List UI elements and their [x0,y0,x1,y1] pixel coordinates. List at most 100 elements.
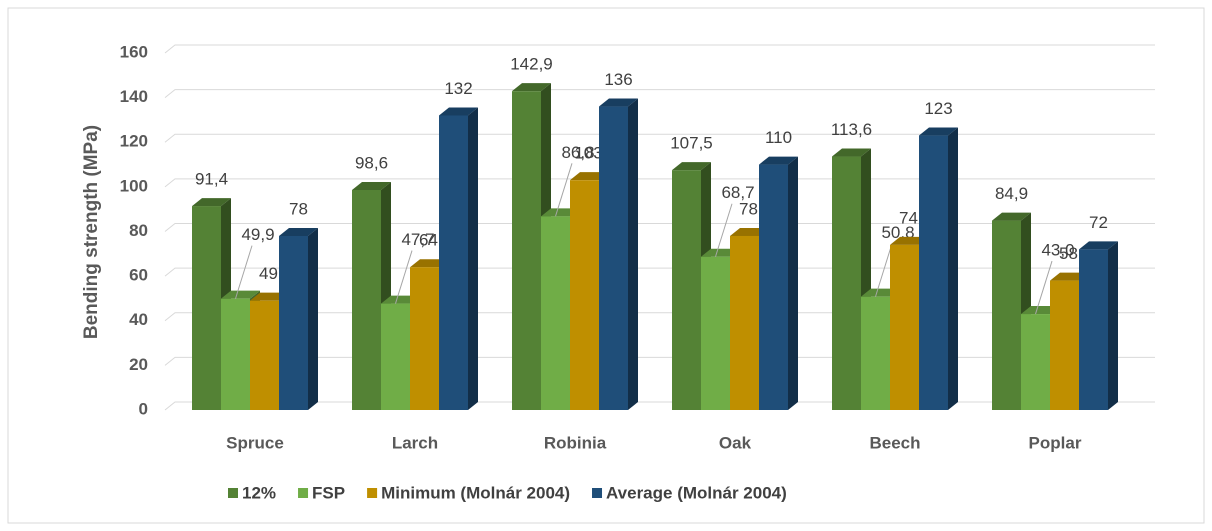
legend-label: 12% [242,483,276,502]
x-tick-label: Poplar [1029,433,1082,452]
legend-label: Minimum (Molnár 2004) [381,483,570,502]
leader-line [1035,260,1053,315]
y-tick-label: 0 [139,399,148,418]
bar-face [890,244,919,410]
bar [599,98,638,411]
data-label: 136 [604,70,632,89]
y-axis-label: Bending strength (MPa) [81,125,102,339]
data-label: 142,9 [510,55,553,74]
data-label: 98,6 [355,153,388,172]
x-tick-label: Beech [869,433,920,452]
x-tick-label: Oak [719,433,752,452]
bar-face [701,256,730,410]
bar [439,107,478,410]
bar-face [512,91,541,411]
bar-face [832,156,861,410]
data-label: 132 [444,79,472,98]
y-tick-label: 80 [129,221,148,240]
data-label: 78 [739,199,758,218]
bar-face [381,303,410,410]
data-label: 113,6 [831,120,872,139]
bar [1079,241,1118,410]
grid-line [164,356,1155,366]
bar-face [1108,241,1118,410]
bar-face [1079,241,1118,250]
bar-face [1050,280,1079,410]
data-label: 84,9 [995,184,1028,203]
bar-face [439,115,468,410]
grid-line [164,133,1155,143]
data-label: 58 [1059,244,1078,263]
bar-face [352,189,381,410]
leader-line [555,163,573,217]
x-tick-label: Larch [392,433,438,452]
bar-face [250,300,279,410]
legend-swatch [592,488,603,498]
legend-swatch [367,488,378,498]
data-label: 74 [899,208,918,227]
grid-line [164,223,1155,232]
x-tick-label: Spruce [226,433,284,452]
data-label: 103 [574,144,602,163]
y-tick-label: 60 [129,266,148,285]
bar-face [992,212,1031,221]
leader-line [395,250,413,304]
bar-face [832,148,871,157]
bar-face [759,156,798,165]
y-tick-label: 100 [120,176,148,195]
data-label: 78 [289,199,308,218]
data-label: 107,5 [670,134,713,153]
leader-line [715,203,733,257]
bar-face [352,181,391,190]
grid-line [164,44,1155,54]
data-label: 68,7 [721,183,754,202]
bar-face [919,127,958,136]
legend-label: Average (Molnár 2004) [606,483,787,502]
grid-line [164,267,1155,277]
bar-face [439,107,478,116]
bar-face [308,227,318,410]
bar-face [599,98,638,107]
bar-face [672,162,711,171]
bar-face [279,235,308,410]
leader-line [875,243,893,297]
bar-face [570,180,599,410]
bar-face [788,156,798,410]
legend-swatch [228,488,238,498]
bar-face [730,235,759,410]
bar-face [919,135,948,410]
bar-face [512,83,551,92]
data-label: 49,9 [241,225,274,244]
data-label: 91,4 [195,170,228,189]
bar-face [1021,314,1050,410]
bar-face [221,290,260,299]
leader-line [235,245,253,299]
data-label: 47,7 [401,230,434,249]
x-tick-label: Robinia [544,433,607,452]
bar-face [468,107,478,410]
grid-line [164,89,1155,99]
bar-face [279,227,318,236]
bar-face [541,216,570,410]
bar-face [1079,249,1108,410]
data-label: 72 [1089,213,1108,232]
data-label: 86,8 [561,143,594,162]
bar [759,156,798,410]
bar-face [192,206,221,410]
legend-label: FSP [312,483,345,502]
bar-face [948,127,958,411]
bar-face [672,170,701,410]
bar-face [628,98,638,411]
legend-swatch [298,488,309,498]
bar [279,227,318,410]
y-tick-label: 140 [120,87,148,106]
y-tick-label: 20 [129,355,148,374]
y-tick-label: 120 [120,132,148,151]
data-label: 64 [419,231,438,250]
grid-line [164,312,1155,322]
y-tick-label: 40 [129,310,148,329]
grid-line [164,401,1155,411]
bar-face [192,198,231,207]
bar-face [410,267,439,410]
